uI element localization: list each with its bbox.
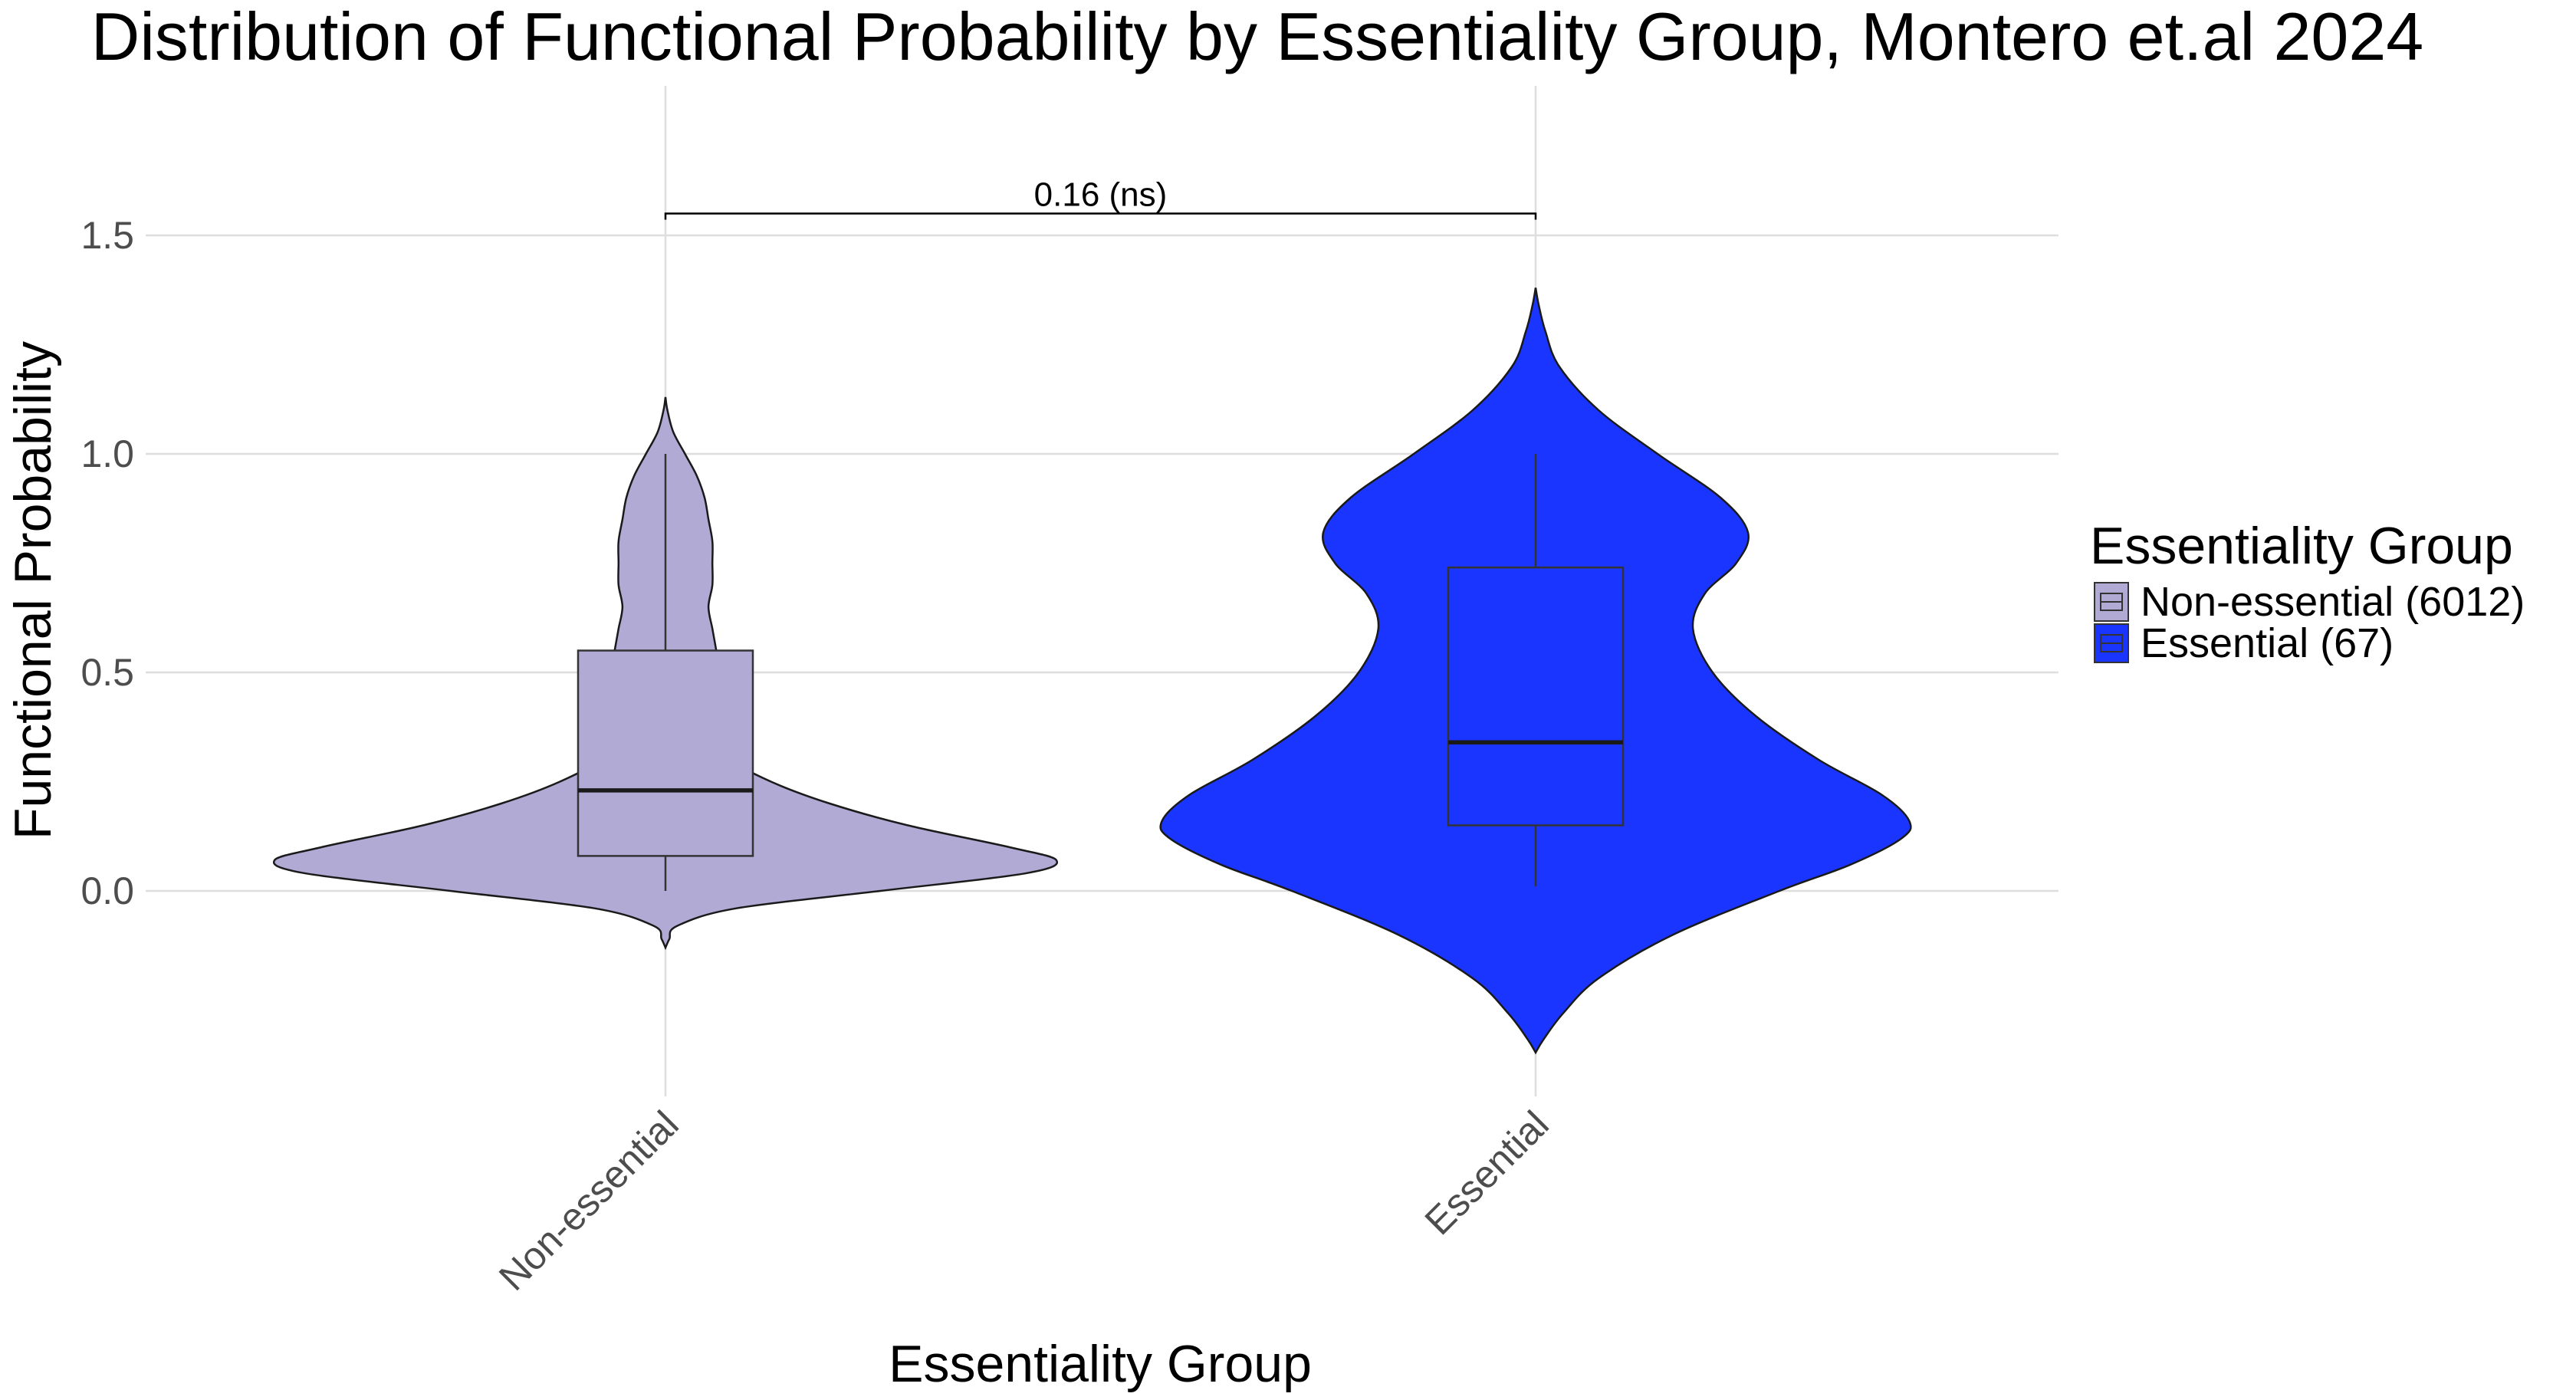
y-tick-label: 1.0 — [80, 432, 134, 475]
iqr-box — [577, 649, 754, 857]
x-tick-label: Non-essential — [491, 1103, 687, 1299]
chart-title: Distribution of Functional Probability b… — [91, 0, 2423, 74]
x-tick-label: Essential — [1417, 1103, 1557, 1243]
y-tick-labels: 0.0 0.5 1.0 1.5 — [80, 214, 134, 912]
iqr-box — [1447, 566, 1625, 827]
x-tick-labels: Non-essential Essential — [491, 1103, 1557, 1299]
legend-label: Essential (67) — [2141, 620, 2394, 666]
y-tick-label: 0.5 — [80, 651, 134, 694]
y-axis-title: Functional Probability — [4, 341, 62, 840]
legend-items: Non-essential (6012)Essential (67) — [2094, 579, 2525, 666]
legend-title: Essentiality Group — [2090, 517, 2513, 575]
annotation-layer: 0.16 (ns) — [664, 176, 1537, 220]
legend-item: Non-essential (6012) — [2094, 579, 2525, 625]
y-tick-label: 0.0 — [80, 869, 134, 912]
grid-layer — [146, 86, 2058, 1096]
significance-bracket — [664, 212, 1537, 220]
legend: Essentiality Group Non-essential (6012)E… — [2090, 517, 2525, 666]
legend-label: Non-essential (6012) — [2141, 579, 2525, 625]
legend-item: Essential (67) — [2094, 620, 2394, 666]
significance-label: 0.16 (ns) — [1034, 176, 1168, 214]
x-axis-title: Essentiality Group — [889, 1335, 1312, 1393]
violin-layer — [272, 288, 1912, 1055]
y-tick-label: 1.5 — [80, 214, 134, 257]
box-layer — [577, 454, 1625, 891]
